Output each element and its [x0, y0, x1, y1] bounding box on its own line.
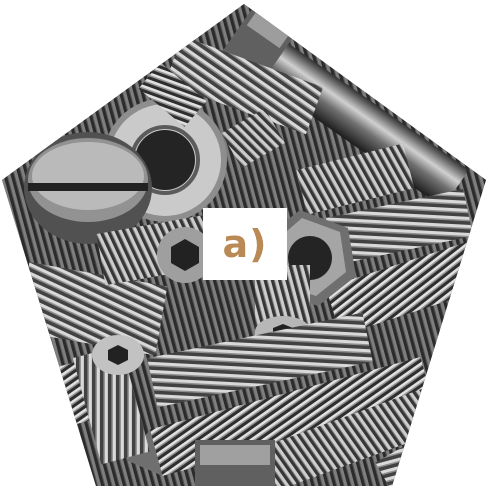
panel-label-box: a): [203, 208, 287, 280]
panel-label: a): [222, 222, 268, 266]
